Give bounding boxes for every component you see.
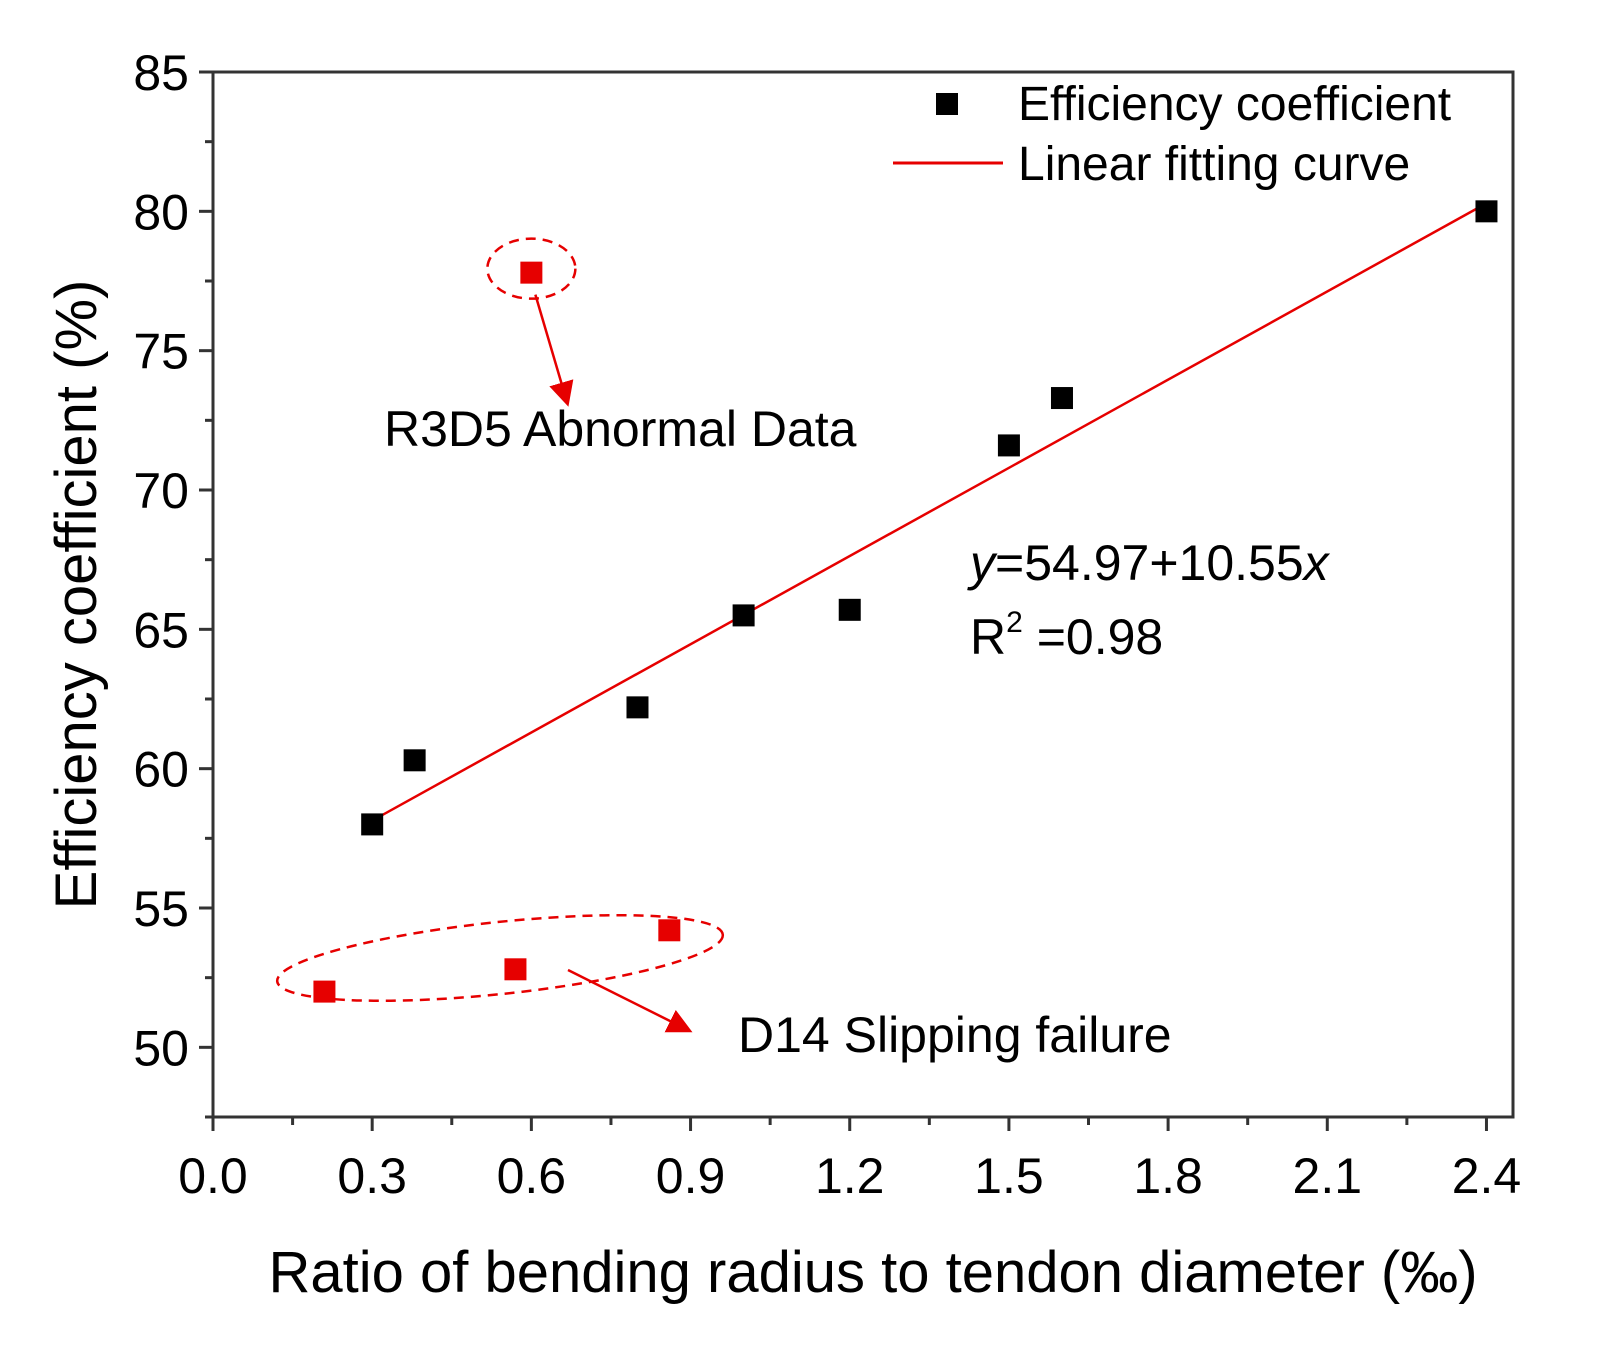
x-tick-label: 1.5 — [974, 1148, 1044, 1204]
y-tick-label: 75 — [133, 324, 189, 380]
data-point — [361, 813, 384, 836]
data-point — [1475, 200, 1498, 223]
legend-label-efficiency: Efficiency coefficient — [1018, 78, 1451, 131]
y-tick-label: 55 — [133, 881, 189, 937]
y-tick-label: 50 — [133, 1020, 189, 1076]
highlighted-data-point — [504, 958, 527, 981]
y-tick-label: 80 — [133, 184, 189, 240]
slipping-failure-label: D14 Slipping failure — [738, 1007, 1172, 1063]
r-squared-value: R2 =0.98 — [970, 606, 1163, 665]
abnormal-data-arrow — [534, 294, 574, 407]
y-tick-label: 70 — [133, 463, 189, 519]
data-point — [403, 749, 426, 772]
y-tick-label: 60 — [133, 742, 189, 798]
y-axis-label: Efficiency coefficient (%) — [44, 280, 109, 910]
data-point — [997, 434, 1020, 457]
x-tick-label: 2.1 — [1293, 1148, 1363, 1204]
x-tick-label: 0.3 — [337, 1148, 407, 1204]
x-tick-label: 0.6 — [497, 1148, 567, 1204]
data-point — [626, 696, 649, 719]
x-axis-label: Ratio of bending radius to tendon diamet… — [268, 1240, 1477, 1305]
data-point — [1050, 387, 1073, 410]
x-tick-label: 2.4 — [1452, 1148, 1522, 1204]
linear-fit-line — [371, 202, 1488, 822]
legend-label-fit: Linear fitting curve — [1018, 138, 1410, 191]
slipping-failure-arrow — [567, 968, 693, 1033]
x-tick-label: 0.9 — [656, 1148, 726, 1204]
x-tick-label: 0.0 — [178, 1148, 248, 1204]
x-tick-label: 1.2 — [815, 1148, 885, 1204]
data-point — [838, 598, 861, 621]
highlighted-data-point — [313, 980, 336, 1003]
y-tick-label: 65 — [133, 602, 189, 658]
abnormal-data-ellipse — [486, 237, 577, 300]
highlighted-data-point — [520, 261, 543, 284]
highlighted-data-point — [658, 919, 681, 942]
slipping-failure-ellipse — [275, 913, 725, 1003]
fit-equation: y=54.97+10.55x — [967, 535, 1331, 591]
plot-frame — [211, 70, 1515, 1119]
data-point — [732, 604, 755, 627]
x-tick-label: 1.8 — [1133, 1148, 1203, 1204]
y-tick-label: 85 — [133, 45, 189, 101]
legend-marker-efficiency — [936, 93, 958, 115]
abnormal-data-label: R3D5 Abnormal Data — [384, 401, 857, 457]
